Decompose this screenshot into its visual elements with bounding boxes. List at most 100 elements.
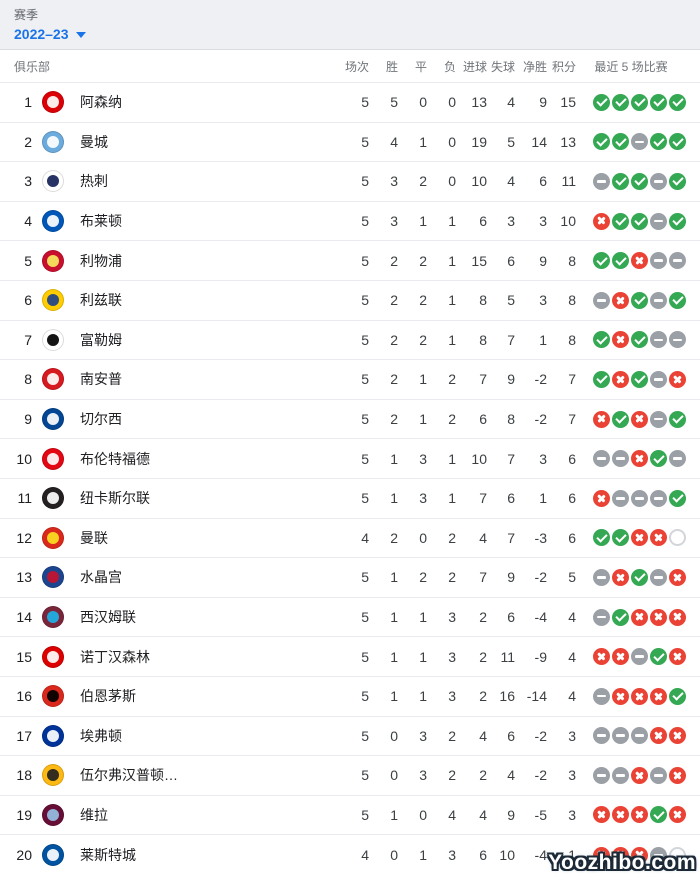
loss-badge-icon: [612, 331, 629, 349]
table-row[interactable]: 17 埃弗顿 5 0 3 2 4 6 -2 3: [0, 717, 700, 757]
stat-goal-diff: -3: [534, 529, 547, 546]
rank: 7: [24, 331, 32, 348]
stat-points: 7: [568, 411, 576, 428]
stat-goals-for: 6: [479, 213, 487, 230]
last5-badges: [593, 806, 686, 824]
draw-badge-icon: [612, 489, 629, 507]
stat-lost: 2: [448, 569, 456, 586]
win-badge-icon: [669, 410, 686, 428]
stat-goals-against: 4: [507, 94, 515, 111]
team-crest-icon: [42, 447, 64, 470]
loss-badge-icon: [593, 410, 610, 428]
draw-badge-icon: [593, 766, 610, 784]
stat-goal-diff: 14: [531, 133, 547, 150]
stat-points: 1: [568, 847, 576, 864]
column-drawn: 平: [414, 59, 427, 74]
stat-played: 5: [361, 688, 369, 705]
stat-drawn: 1: [419, 648, 427, 665]
stat-played: 5: [361, 252, 369, 269]
stat-goals-for: 19: [471, 133, 487, 150]
last5-badges: [593, 172, 686, 190]
stat-lost: 2: [448, 767, 456, 784]
win-badge-icon: [612, 410, 629, 428]
stat-goal-diff: -2: [534, 767, 547, 784]
loss-badge-icon: [631, 410, 648, 428]
stat-won: 2: [390, 252, 398, 269]
stat-points: 4: [568, 648, 576, 665]
team-crest-icon: [42, 526, 64, 549]
table-row[interactable]: 2 曼城 5 4 1 0 19 5 14 13: [0, 123, 700, 163]
rank: 11: [17, 490, 32, 507]
stat-goal-diff: -2: [534, 411, 547, 428]
draw-badge-icon: [650, 252, 667, 270]
stat-goals-for: 8: [479, 331, 487, 348]
stat-goals-against: 5: [507, 133, 515, 150]
stat-drawn: 2: [419, 252, 427, 269]
notplayed-badge-icon: [669, 846, 686, 864]
team-crest-icon: [42, 170, 64, 193]
table-row[interactable]: 6 利兹联 5 2 2 1 8 5 3 8: [0, 281, 700, 321]
column-club: 俱乐部: [14, 59, 51, 74]
stat-won: 0: [390, 767, 398, 784]
stat-drawn: 2: [419, 292, 427, 309]
table-row[interactable]: 7 富勒姆 5 2 2 1 8 7 1 8: [0, 321, 700, 361]
column-lost: 负: [443, 59, 456, 74]
stat-points: 11: [561, 173, 576, 190]
table-row[interactable]: 4 布莱顿 5 3 1 1 6 3 3 10: [0, 202, 700, 242]
table-row[interactable]: 3 热刺 5 3 2 0 10 4 6 11: [0, 162, 700, 202]
stat-goals-for: 13: [471, 94, 487, 111]
column-won: 胜: [385, 59, 398, 74]
table-row[interactable]: 13 水晶宫 5 1 2 2 7 9 -2 5: [0, 558, 700, 598]
table-row[interactable]: 8 南安普 5 2 1 2 7 9 -2 7: [0, 360, 700, 400]
table-row[interactable]: 5 利物浦 5 2 2 1 15 6 9 8: [0, 241, 700, 281]
loss-badge-icon: [631, 450, 648, 468]
season-selector[interactable]: 2022–23: [14, 25, 86, 43]
column-goals-for: 进球: [462, 59, 487, 74]
rank: 18: [16, 767, 32, 784]
rank: 15: [16, 648, 32, 665]
last5-badges: [593, 370, 686, 388]
table-row[interactable]: 12 曼联 4 2 0 2 4 7 -3 6: [0, 519, 700, 559]
stat-goal-diff: -9: [534, 648, 547, 665]
table-row[interactable]: 1 阿森纳 5 5 0 0 13 4 9 15: [0, 83, 700, 123]
win-badge-icon: [631, 291, 648, 309]
notplayed-badge-icon: [669, 529, 686, 547]
loss-badge-icon: [631, 846, 648, 864]
stat-played: 5: [361, 331, 369, 348]
stat-goals-for: 4: [479, 806, 487, 823]
table-row[interactable]: 20 莱斯特城 4 0 1 3 6 10 -4 1: [0, 835, 700, 875]
rank: 19: [16, 806, 32, 823]
loss-badge-icon: [650, 529, 667, 547]
loss-badge-icon: [669, 608, 686, 626]
table-row[interactable]: 9 切尔西 5 2 1 2 6 8 -2 7: [0, 400, 700, 440]
stat-goal-diff: -2: [534, 371, 547, 388]
rank: 16: [16, 688, 32, 705]
table-row[interactable]: 18 伍尔弗汉普顿… 5 0 3 2 2 4 -2 3: [0, 756, 700, 796]
last5-badges: [593, 608, 686, 626]
draw-badge-icon: [650, 846, 667, 864]
stat-drawn: 1: [419, 411, 427, 428]
table-row[interactable]: 14 西汉姆联 5 1 1 3 2 6 -4 4: [0, 598, 700, 638]
stat-goal-diff: 3: [539, 213, 547, 230]
loss-badge-icon: [593, 212, 610, 230]
stat-won: 0: [390, 727, 398, 744]
table-row[interactable]: 16 伯恩茅斯 5 1 1 3 2 16 -14 4: [0, 677, 700, 717]
last5-badges: [593, 212, 686, 230]
win-badge-icon: [650, 133, 667, 151]
rank: 2: [24, 133, 32, 150]
stat-won: 1: [390, 490, 398, 507]
table-row[interactable]: 15 诺丁汉森林 5 1 1 3 2 11 -9 4: [0, 637, 700, 677]
rank: 10: [16, 450, 32, 467]
table-row[interactable]: 11 纽卡斯尔联 5 1 3 1 7 6 1 6: [0, 479, 700, 519]
team-name: 布伦特福德: [80, 450, 150, 467]
stat-won: 3: [390, 173, 398, 190]
table-row[interactable]: 10 布伦特福德 5 1 3 1 10 7 3 6: [0, 439, 700, 479]
table-row[interactable]: 19 维拉 5 1 0 4 4 9 -5 3: [0, 796, 700, 836]
win-badge-icon: [669, 212, 686, 230]
column-goals-against: 失球: [490, 59, 515, 74]
stat-drawn: 2: [419, 173, 427, 190]
team-crest-icon: [42, 685, 64, 708]
win-badge-icon: [650, 806, 667, 824]
stat-goals-against: 9: [507, 371, 515, 388]
team-name: 热刺: [80, 173, 108, 190]
